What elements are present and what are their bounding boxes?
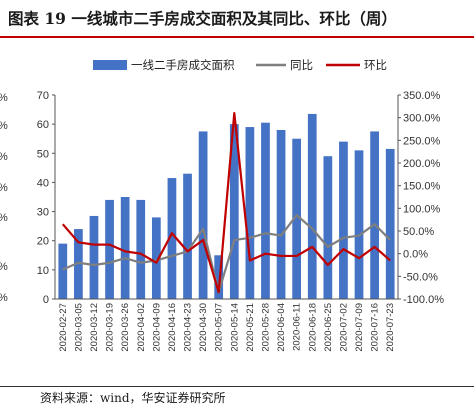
bar [183, 173, 192, 299]
x-tick-label: 2020-07-23 [385, 303, 396, 352]
right-tick-label: 350.0% [403, 90, 441, 102]
legend-label-mom: 环比 [364, 58, 387, 72]
right-tick-label: 300.0% [403, 113, 441, 125]
legend-swatch-bar [93, 60, 127, 70]
x-tick-label: 2020-07-02 [338, 303, 349, 352]
line-series [61, 112, 391, 294]
left-tick-label: 60 [37, 119, 49, 131]
edge-fragment: % [0, 261, 8, 273]
right-tick-label: 100.0% [403, 203, 441, 215]
right-tick-label: 50.0% [403, 226, 434, 238]
axes [52, 94, 401, 300]
bar [307, 113, 317, 299]
x-tick-label: 2020-05-07 [214, 303, 225, 352]
left-tick-label: 10 [37, 265, 49, 277]
bar [354, 150, 364, 299]
x-tick-label: 2020-07-09 [354, 303, 365, 352]
x-tick-label: 2020-04-09 [151, 303, 162, 352]
bar [120, 197, 130, 299]
legend: 一线二手房成交面积 同比 环比 [93, 58, 387, 72]
bar [323, 156, 333, 299]
title-rule [0, 36, 474, 38]
legend-label-bar: 一线二手房成交面积 [131, 58, 235, 72]
x-tick-label: 2020-04-16 [167, 303, 178, 352]
chart: 一线二手房成交面积 同比 环比 %%%%%%% 0 10 20 30 40 50 60 70 -10… [0, 58, 444, 352]
edge-fragment: % [0, 182, 8, 194]
right-tick-label: 150.0% [403, 181, 441, 193]
bar [151, 217, 161, 299]
x-tick-label: 2020-02-27 [58, 303, 69, 352]
source-note: 资料来源：wind，华安证券研究所 [40, 391, 226, 405]
tick-labels: 0 10 20 30 40 50 60 70 -100.0% -50.0% 0.0% 50.0% 100… [37, 90, 444, 352]
edge-fragment: % [0, 120, 8, 132]
x-tick-label: 2020-04-23 [183, 303, 194, 352]
bar [105, 199, 114, 299]
x-tick-label: 2020-06-04 [276, 303, 287, 352]
bar [136, 199, 146, 299]
bar [385, 148, 395, 299]
edge-fragment: % [0, 151, 8, 163]
bar [167, 178, 177, 299]
right-tick-label: 0.0% [403, 249, 428, 261]
bar [245, 127, 255, 299]
left-tick-label: 50 [37, 148, 49, 160]
x-tick-label: 2020-03-19 [105, 303, 116, 352]
figure-title: 图表 19 一线城市二手房成交面积及其同比、环比（周） [8, 9, 397, 28]
source-rule [0, 386, 474, 387]
x-tick-label: 2020-03-05 [73, 303, 84, 352]
bar [58, 243, 68, 299]
x-tick-label: 2020-03-26 [120, 303, 131, 352]
yoy-line [62, 214, 391, 294]
bar [229, 124, 239, 299]
bar [370, 131, 379, 299]
bar [214, 255, 224, 299]
left-tick-label: 40 [37, 177, 49, 189]
left-tick-label: 70 [37, 90, 49, 102]
right-tick-label: -50.0% [403, 271, 438, 283]
legend-label-yoy: 同比 [290, 58, 313, 72]
x-tick-label: 2020-03-12 [89, 303, 100, 352]
x-tick-label: 2020-04-30 [198, 303, 209, 352]
left-tick-label: 0 [43, 294, 49, 306]
bar [339, 141, 348, 299]
left-tick-label: 20 [37, 236, 49, 248]
bar [198, 131, 208, 299]
edge-fragment: % [0, 212, 8, 224]
left-tick-label: 30 [37, 207, 49, 219]
mom-line [61, 112, 391, 294]
bar [292, 138, 302, 299]
x-tick-label: 2020-05-21 [245, 303, 256, 352]
x-tick-label: 2020-06-25 [323, 303, 334, 352]
x-tick-label: 2020-06-11 [292, 303, 303, 351]
x-tick-label: 2020-05-14 [229, 303, 240, 352]
edge-fragment: % [0, 92, 8, 104]
x-tick-label: 2020-05-28 [260, 303, 271, 352]
x-tick-label: 2020-07-16 [370, 303, 381, 352]
bar [276, 129, 286, 299]
left-edge-fragments: %%%%%%% [0, 92, 8, 304]
right-tick-label: -100.0% [403, 294, 444, 306]
right-tick-label: 250.0% [403, 135, 441, 147]
bar [74, 229, 83, 299]
x-tick-label: 2020-06-18 [307, 303, 318, 352]
x-tick-label: 2020-04-02 [136, 303, 147, 352]
bar-series [58, 113, 395, 299]
bar [261, 122, 270, 299]
bar [89, 215, 99, 299]
edge-fragment: % [0, 292, 8, 304]
right-tick-label: 200.0% [403, 158, 441, 170]
